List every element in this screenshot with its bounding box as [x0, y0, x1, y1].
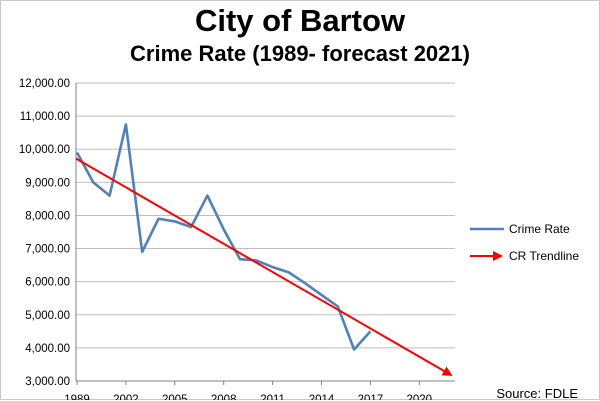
x-tick-label: 2020 — [407, 394, 433, 400]
y-tick-label: 11,000.00 — [20, 111, 70, 123]
chart-subtitle: Crime Rate (1989- forecast 2021) — [130, 41, 470, 66]
source-label: Source: FDLE — [496, 386, 578, 401]
axes — [75, 83, 455, 385]
y-tick-label: 5,000.00 — [25, 310, 70, 322]
y-tick-label: 10,000.00 — [19, 144, 70, 156]
x-tick-label: 2011 — [260, 394, 285, 400]
legend-label-trendline: CR Trendline — [509, 249, 579, 263]
x-tick-label: 2017 — [358, 394, 384, 400]
y-tick-labels: 3,000.00 4,000.00 5,000.00 6,000.00 7,000.00… — [19, 78, 70, 388]
x-tick-label: 1989 — [64, 394, 90, 400]
x-tick-label: 2008 — [211, 394, 237, 400]
y-tick-label: 12,000.00 — [19, 78, 70, 90]
x-tick-labels: 1989 2002 2005 2008 2011 2014 2017 2020 — [64, 394, 432, 400]
y-tick-label: 6,000.00 — [25, 277, 70, 289]
trendline — [75, 157, 453, 376]
chart-title: City of Bartow — [194, 3, 406, 38]
gridlines — [76, 82, 455, 382]
legend-label-crime-rate: Crime Rate — [509, 222, 570, 236]
x-tick-label: 2014 — [309, 394, 335, 400]
series — [75, 123, 453, 376]
y-tick-label: 8,000.00 — [25, 210, 70, 222]
x-tick-label: 2002 — [113, 394, 139, 400]
y-tick-label: 9,000.00 — [25, 177, 70, 189]
crime-rate-line — [75, 123, 372, 351]
y-tick-label: 3,000.00 — [25, 376, 70, 388]
y-tick-label: 4,000.00 — [25, 343, 70, 355]
x-tick-label: 2005 — [162, 394, 188, 400]
legend: Crime Rate CR Trendline — [470, 222, 579, 263]
y-tick-label: 7,000.00 — [25, 244, 70, 256]
